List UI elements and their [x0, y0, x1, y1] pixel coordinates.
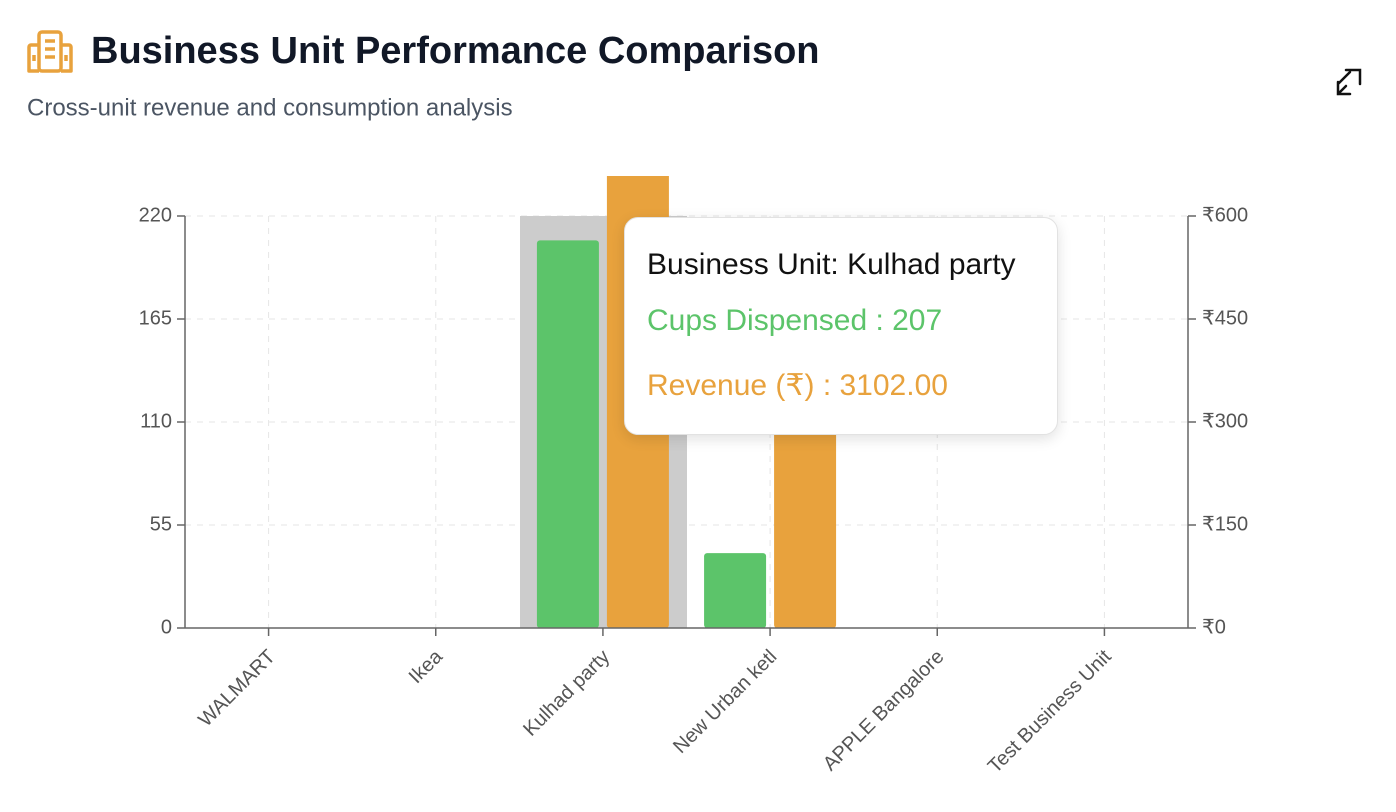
x-tick-label: Test Business Unit [984, 645, 1116, 777]
x-tick-label: Kulhad party [519, 646, 614, 741]
chart-title: Business Unit Performance Comparison [91, 30, 820, 72]
chart-subtitle: Cross-unit revenue and consumption analy… [27, 94, 513, 121]
expand-button[interactable] [1336, 68, 1362, 96]
x-tick-label: WALMART [194, 646, 279, 731]
x-tick-label: Ikea [405, 645, 448, 688]
y-tick-label: 55 [150, 513, 172, 535]
header-icon [27, 30, 73, 73]
y2-tick-label: ₹0 [1202, 616, 1226, 638]
y-tick-label: 165 [139, 307, 172, 329]
x-tick-label: APPLE Bangalore [819, 646, 949, 776]
tooltip-line: Cups Dispensed : 207 [647, 304, 943, 337]
y-tick-label: 220 [139, 204, 172, 226]
y2-tick-label: ₹450 [1202, 307, 1248, 329]
tooltip-line: Revenue (₹) : 3102.00 [647, 369, 948, 402]
y-tick-label: 0 [161, 616, 172, 638]
tooltip: Business Unit: Kulhad party Cups Dispens… [624, 217, 1058, 435]
y2-tick-label: ₹150 [1202, 513, 1248, 535]
y2-tick-label: ₹600 [1202, 204, 1248, 226]
bar [704, 553, 767, 628]
x-tick-label: New Urban ketl [669, 646, 781, 758]
y2-tick-label: ₹300 [1202, 410, 1248, 432]
tooltip-title: Business Unit: Kulhad party [647, 248, 1016, 281]
bar [536, 240, 599, 628]
y-tick-label: 110 [140, 410, 172, 432]
